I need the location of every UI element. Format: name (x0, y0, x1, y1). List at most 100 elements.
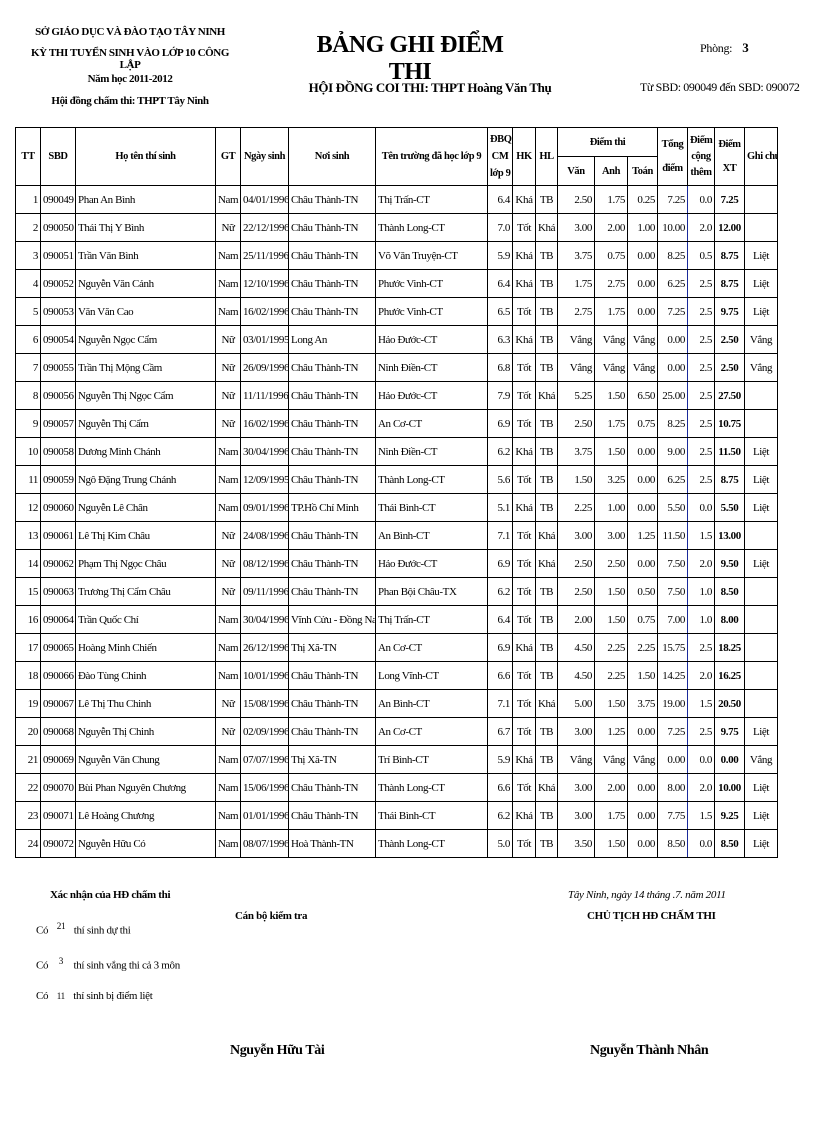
cell-hl: Khá (535, 213, 558, 242)
cell-xt: 13.00 (714, 521, 745, 550)
cell-tt: 10 (15, 437, 41, 466)
cell-gt: Nữ (215, 353, 241, 382)
cell-dob: 08/12/1996 (240, 549, 289, 578)
cell-xt: 11.50 (714, 437, 745, 466)
cell-van: Vắng (557, 745, 595, 774)
room-value: 3 (742, 40, 749, 55)
cell-dob: 15/06/1996 (240, 773, 289, 802)
cell-anh: 0.75 (594, 241, 628, 270)
cell-total: 6.25 (657, 269, 688, 298)
cell-van: 3.00 (557, 213, 595, 242)
cell-gt: Nam (215, 241, 241, 270)
cell-hl: TB (535, 633, 558, 662)
cell-dbq: 6.2 (487, 577, 513, 606)
cell-sbd: 090072 (40, 829, 76, 858)
cell-toan: 0.00 (627, 801, 658, 830)
sbd-range: Từ SBD: 090049 đến SBD: 090072 (640, 80, 800, 94)
cell-sbd: 090071 (40, 801, 76, 830)
cell-note (744, 605, 778, 634)
cell-tt: 12 (15, 493, 41, 522)
cell-xt: 9.50 (714, 549, 745, 578)
cell-birthplace: Châu Thành-TN (288, 689, 376, 718)
table-row: 17 090065 Hoàng Minh Chiến Nam 26/12/1996 Thị… (15, 633, 778, 662)
cell-dob: 25/11/1996 (240, 241, 289, 270)
cell-total: 8.25 (657, 241, 688, 270)
cell-anh: 1.50 (594, 689, 628, 718)
cell-dob: 24/08/1996 (240, 521, 289, 550)
cell-gt: Nữ (215, 325, 241, 354)
cell-bonus: 1.0 (687, 605, 715, 634)
cell-anh: 2.25 (594, 633, 628, 662)
cell-hk: Khá (512, 325, 536, 354)
cell-van: 2.50 (557, 185, 595, 214)
cell-hl: TB (535, 437, 558, 466)
cell-sbd: 090061 (40, 521, 76, 550)
col-note: Ghi chú (744, 127, 778, 186)
cell-school: Ninh Điền-CT (375, 353, 488, 382)
cell-dob: 08/07/1996 (240, 829, 289, 858)
cell-school: Thị Trấn-CT (375, 605, 488, 634)
cell-van: 3.00 (557, 773, 595, 802)
cell-toan: 0.50 (627, 577, 658, 606)
cell-name: Ngô Đặng Trung Chánh (75, 465, 216, 494)
cell-gt: Nam (215, 801, 241, 830)
table-row: 1 090049 Phan An Bình Nam 04/01/1996 Châu Thà… (15, 185, 778, 214)
cell-sbd: 090070 (40, 773, 76, 802)
cell-hl: TB (535, 829, 558, 858)
cell-sbd: 090055 (40, 353, 76, 382)
cell-name: Nguyễn Thị Cẩm (75, 409, 216, 438)
cell-xt: 8.50 (714, 577, 745, 606)
cell-sbd: 090066 (40, 661, 76, 690)
cell-dbq: 6.2 (487, 801, 513, 830)
cell-school: Phước Vinh-CT (375, 269, 488, 298)
cell-bonus: 2.5 (687, 465, 715, 494)
score-table: TT SBD Họ tên thí sinh GT Ngày sinh Nơi … (15, 127, 778, 858)
cell-total: 19.00 (657, 689, 688, 718)
table-row: 7 090055 Trần Thị Mộng Cầm Nữ 26/09/1996 Châu… (15, 353, 778, 382)
cell-dob: 26/09/1996 (240, 353, 289, 382)
cell-van: 3.75 (557, 437, 595, 466)
col-dbq: ĐBQ CM lớp 9 (487, 127, 513, 186)
cell-name: Trần Văn Bình (75, 241, 216, 270)
cell-dbq: 6.4 (487, 605, 513, 634)
cell-sbd: 090069 (40, 745, 76, 774)
cell-note: Liệt (744, 437, 778, 466)
cell-van: 2.00 (557, 605, 595, 634)
cell-hk: Tốt (512, 605, 536, 634)
cell-hk: Tốt (512, 213, 536, 242)
summary-failed: Có 11 thí sinh bị điểm liệt (36, 990, 153, 1002)
cell-gt: Nam (215, 297, 241, 326)
cell-sbd: 090064 (40, 605, 76, 634)
cell-birthplace: Châu Thành-TN (288, 381, 376, 410)
cell-xt: 9.75 (714, 717, 745, 746)
cell-xt: 18.25 (714, 633, 745, 662)
cell-birthplace: Châu Thành-TN (288, 661, 376, 690)
col-scores: Điểm thi (557, 127, 658, 157)
cell-sbd: 090053 (40, 297, 76, 326)
cell-gt: Nam (215, 829, 241, 858)
cell-toan: 0.25 (627, 185, 658, 214)
cell-xt: 0.00 (714, 745, 745, 774)
cell-hk: Khá (512, 185, 536, 214)
cell-hk: Tốt (512, 381, 536, 410)
cell-toan: 0.00 (627, 465, 658, 494)
cell-hl: TB (535, 493, 558, 522)
col-birthplace: Nơi sinh (288, 127, 376, 186)
cell-birthplace: Thị Xã-TN (288, 745, 376, 774)
cell-gt: Nam (215, 773, 241, 802)
cell-note: Liệt (744, 297, 778, 326)
cell-xt: 8.75 (714, 465, 745, 494)
cell-gt: Nam (215, 465, 241, 494)
cell-birthplace: Châu Thành-TN (288, 801, 376, 830)
cell-anh: 2.75 (594, 269, 628, 298)
table-row: 12 090060 Nguyễn Lê Chân Nam 09/01/1996 TP.Hồ… (15, 493, 778, 522)
cell-gt: Nam (215, 437, 241, 466)
cell-tt: 19 (15, 689, 41, 718)
cell-name: Lê Thị Kim Châu (75, 521, 216, 550)
cell-birthplace: Châu Thành-TN (288, 577, 376, 606)
cell-dob: 11/11/1996 (240, 381, 289, 410)
cell-anh: 1.75 (594, 297, 628, 326)
cell-name: Trần Thị Mộng Cầm (75, 353, 216, 382)
cell-note (744, 689, 778, 718)
cell-note: Liệt (744, 241, 778, 270)
